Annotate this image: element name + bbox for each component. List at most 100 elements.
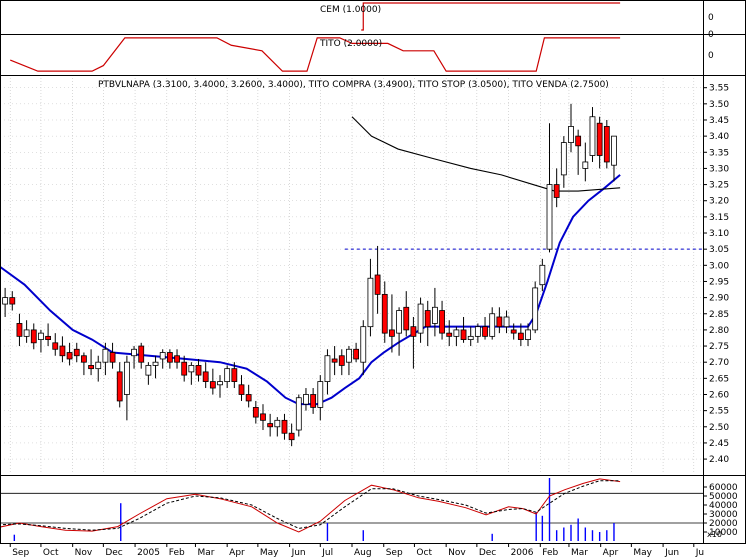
x-tick-label: Mar [571,548,588,557]
price-tick-label: 2.65 [709,374,729,384]
candle-body [95,361,102,370]
candle-body [102,348,109,363]
volume-tick-label: 10000 [709,528,738,538]
price-tick-label: 2.95 [709,277,729,287]
x-tick-label: Apr [603,548,619,557]
candle-body [460,329,467,340]
candle-body [224,368,231,382]
price-tick-label: 3.30 [709,164,729,174]
x-tick-label: Feb [542,548,558,557]
candle-body [417,303,424,334]
candle-body [181,361,188,376]
candle-body [188,365,195,373]
x-tick-label: Feb [169,548,185,557]
candle-body [439,310,445,334]
candle-body [553,184,560,198]
price-tick-label: 3.45 [709,116,729,126]
candle-body [274,419,281,428]
candle-body [431,306,438,324]
candle-body [353,348,360,360]
candle-body [81,355,87,363]
price-tick-label: 2.55 [709,407,729,417]
price-tick-label: 3.05 [709,245,729,255]
candle-body [9,297,16,305]
candle-body [116,371,123,402]
candle-body [231,368,238,382]
candle-body [317,381,324,408]
candle-body [517,332,524,340]
x-tick-label: Apr [229,548,245,557]
price-tick-label: 2.70 [709,358,729,368]
price-panel: 2.40 2.45 2.50 2.55 2.60 2.65 2.70 2.75 2.80 2.85… [0,78,729,472]
candle-body [238,384,245,395]
x-tick-label: 2006 [511,548,534,557]
volume-tick-label: 40000 [709,501,738,511]
long-average-line [351,116,621,192]
x-tick-label: Nov [75,548,93,557]
volume-tick-label: 20000 [709,519,738,529]
candle-body [260,413,266,421]
volume-multiplier: x10 [707,530,722,539]
candle-body [360,326,367,363]
candle-body [532,287,539,331]
candle-body [596,122,603,156]
price-tick-label: 2.80 [709,326,729,336]
x-tick-label: Oct [416,548,432,557]
x-tick-label: May [260,548,279,557]
x-tick-label: Dec [105,548,122,557]
candle-body [245,394,252,402]
candle-body [88,365,94,370]
x-tick-label: Mar [197,548,214,557]
tito-label: TITO (2.0000) [319,39,382,49]
cem-tick-1: 0 [708,13,714,23]
moving-average-line [0,174,621,406]
candle-body [582,161,589,169]
candle-body [288,432,295,441]
price-tick-label: 3.40 [709,132,729,142]
candle-body [539,264,546,286]
price-tick-label: 3.10 [709,229,729,239]
candle-body [603,126,610,163]
price-tick-label: 2.60 [709,390,729,400]
candle-body [23,329,30,337]
candle-body [16,323,23,337]
candle-body [174,355,180,363]
candle-body [403,306,410,331]
candle-body [310,394,317,408]
volume-tick-label: 50000 [709,492,738,502]
candle-body [59,345,66,357]
oscillator-line [0,478,621,533]
tito-tick: 0 [708,51,714,61]
candle-body [474,326,481,337]
x-tick-label: Oct [43,548,59,557]
x-tick-label: Aug [354,548,372,557]
tito-line [10,37,621,72]
candle-body [410,326,417,337]
x-tick-label: Sep [386,548,403,557]
x-tick-label: Sep [12,548,29,557]
candle-body [267,423,274,428]
price-tick-label: 2.85 [709,310,729,320]
price-tick-label: 3.20 [709,197,729,207]
candle-body [346,348,352,363]
price-tick-label: 2.45 [709,439,729,449]
candle-body [281,419,288,434]
candle-body [30,329,37,344]
candle-body [510,329,517,334]
candle-body [575,135,582,147]
x-tick-label: Dec [479,548,496,557]
candle-body [38,332,44,340]
price-tick-label: 3.35 [709,148,729,158]
candle-body [166,352,173,363]
x-tick-label: Nov [448,548,466,557]
candle-body [381,293,388,334]
price-tick-label: 3.25 [709,181,729,191]
x-tick-label: Jun [664,548,679,557]
price-tick-label: 2.75 [709,342,729,352]
candle-body [396,310,402,334]
candle-body [217,381,223,386]
candle-body [560,142,567,176]
